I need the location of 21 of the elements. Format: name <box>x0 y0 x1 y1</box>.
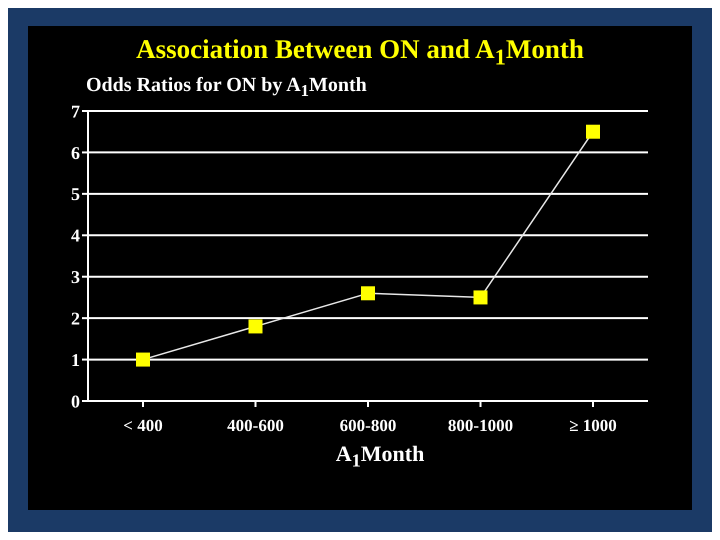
y-tick-label: 3 <box>71 267 80 288</box>
y-tick-label: 4 <box>71 226 80 246</box>
x-tick-label: 800-1000 <box>448 416 514 436</box>
point <box>474 290 488 305</box>
x-tick-label: ≥ 1000 <box>569 416 617 436</box>
point <box>136 352 150 367</box>
y-tick-label: 7 <box>71 102 80 122</box>
x-tick-label: 600-800 <box>340 416 396 436</box>
y-tick-label: 5 <box>71 184 80 205</box>
point <box>248 320 262 334</box>
chart-subtitle: Odds Ratios for ON by A$_{1}$Month <box>86 74 368 102</box>
y-tick-label: 1 <box>71 350 80 370</box>
chart-title: Association Between ON and A$_{1}$Month <box>135 34 585 70</box>
y-tick-label: 0 <box>71 392 80 412</box>
point <box>361 286 375 301</box>
point <box>586 125 600 140</box>
x-tick-label: 400-600 <box>227 416 284 436</box>
y-tick-label: 6 <box>71 143 80 164</box>
y-tick-label: 2 <box>71 308 80 329</box>
x-axis-title: A$_{1}$Month <box>334 441 426 472</box>
x-tick-label: < 400 <box>123 416 163 436</box>
